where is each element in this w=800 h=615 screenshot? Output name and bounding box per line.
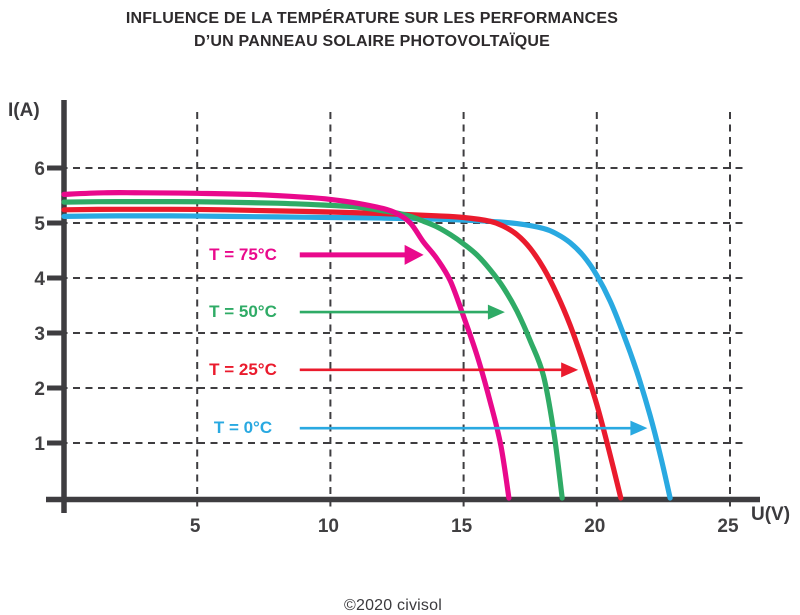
legend-arrowhead-t25c <box>561 362 579 378</box>
x-tick-label: 25 <box>717 516 739 537</box>
legend-label-t75c: T = 75°C <box>209 244 277 264</box>
legend-label-t50c: T = 50°C <box>209 302 277 322</box>
copyright-credit: ©2020 civisol <box>344 597 442 614</box>
x-tick-label: 10 <box>318 516 339 537</box>
curve-t0c <box>61 213 673 501</box>
legend-label-t25c: T = 25°C <box>209 359 277 379</box>
chart-title: INFLUENCE DE LA TEMPÉRATURE SUR LES PERF… <box>0 7 744 53</box>
chart-title-line1: INFLUENCE DE LA TEMPÉRATURE SUR LES PERF… <box>125 10 619 27</box>
curve-t50c <box>61 198 565 501</box>
y-tick-label: 4 <box>34 269 45 290</box>
x-tick-label: 5 <box>190 516 201 537</box>
y-tick-label: 3 <box>34 324 45 345</box>
curve-t75c <box>61 190 512 501</box>
chart-title-line2: D’UN PANNEAU SOLAIRE PHOTOVOLTAÏQUE <box>193 33 551 50</box>
x-tick-label: 20 <box>584 516 605 537</box>
legend-arrowhead-t75c <box>404 244 424 265</box>
legend-arrowhead-t0c <box>630 420 648 436</box>
y-tick-label: 5 <box>34 214 45 235</box>
y-tick-label: 2 <box>34 379 45 400</box>
x-axis-label: U(V) <box>751 504 791 525</box>
legend-arrowhead-t50c <box>487 304 505 320</box>
curve-t25c <box>61 206 624 501</box>
legend-label-t0c: T = 0°C <box>213 418 273 438</box>
y-tick-label: 6 <box>34 159 45 180</box>
y-axis-label: I(A) <box>8 100 40 121</box>
x-tick-label: 15 <box>451 516 473 537</box>
y-tick-label: 1 <box>34 434 45 455</box>
